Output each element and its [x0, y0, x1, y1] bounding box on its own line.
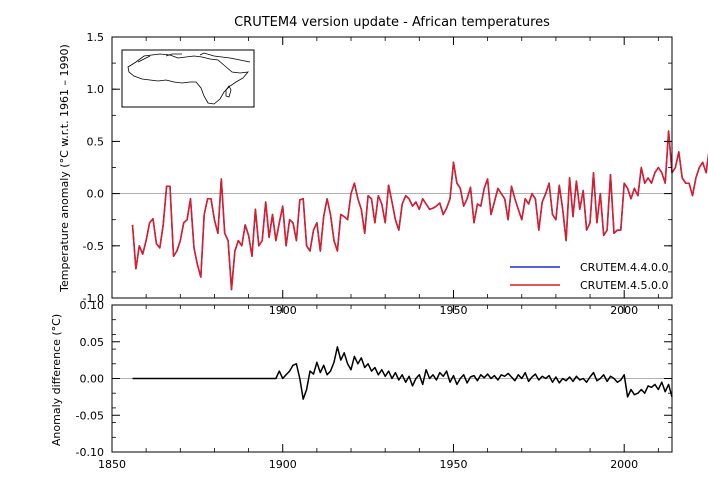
madagascar-outline-icon: [225, 85, 232, 98]
series-line-crutem-4-5-0-0: [131, 130, 708, 291]
x-tick-label: 1850: [98, 458, 126, 471]
y-tick-label: 0.10: [80, 299, 105, 312]
y-tick-label: 1.0: [87, 83, 105, 96]
y-tick-label: -0.10: [76, 446, 104, 459]
y-tick-label: 0.5: [87, 135, 105, 148]
chart-title: CRUTEM4 version update - African tempera…: [234, 15, 550, 30]
inset-map-frame: [121, 49, 255, 108]
x-tick-label: 2000: [610, 458, 638, 471]
legend: CRUTEM.4.4.0.0 CRUTEM.4.5.0.0: [510, 261, 669, 292]
y-tick-label: -1.0: [83, 292, 104, 305]
y-tick-label: 1.5: [87, 31, 105, 44]
inset-map: [121, 49, 255, 108]
y-tick-label: 0.0: [87, 188, 105, 201]
y-tick-label: -0.5: [83, 240, 104, 253]
africa-outline-icon: [127, 53, 249, 105]
y-tick-label: 0.05: [80, 336, 105, 349]
difference-series-line: [132, 346, 673, 400]
legend-label-crutem-4-4: CRUTEM.4.4.0.0: [580, 261, 669, 274]
bottom-y-axis-label: Anomaly difference (°C): [50, 314, 63, 446]
y-tick-label: -0.05: [76, 409, 104, 422]
y-tick-label: 0.00: [80, 373, 105, 386]
top-y-axis-label: Temperature anomaly (°C w.r.t. 1961 – 19…: [58, 44, 71, 293]
bottom-panel: -0.10 -0.05 0.00 0.05 0.10 1850 1900 1950 2000: [76, 299, 673, 471]
x-tick-label: 1900: [269, 458, 297, 471]
legend-label-crutem-4-5: CRUTEM.4.5.0.0: [580, 279, 669, 292]
europe-outline-icon: [137, 52, 251, 63]
x-tick-label: 1950: [439, 458, 467, 471]
